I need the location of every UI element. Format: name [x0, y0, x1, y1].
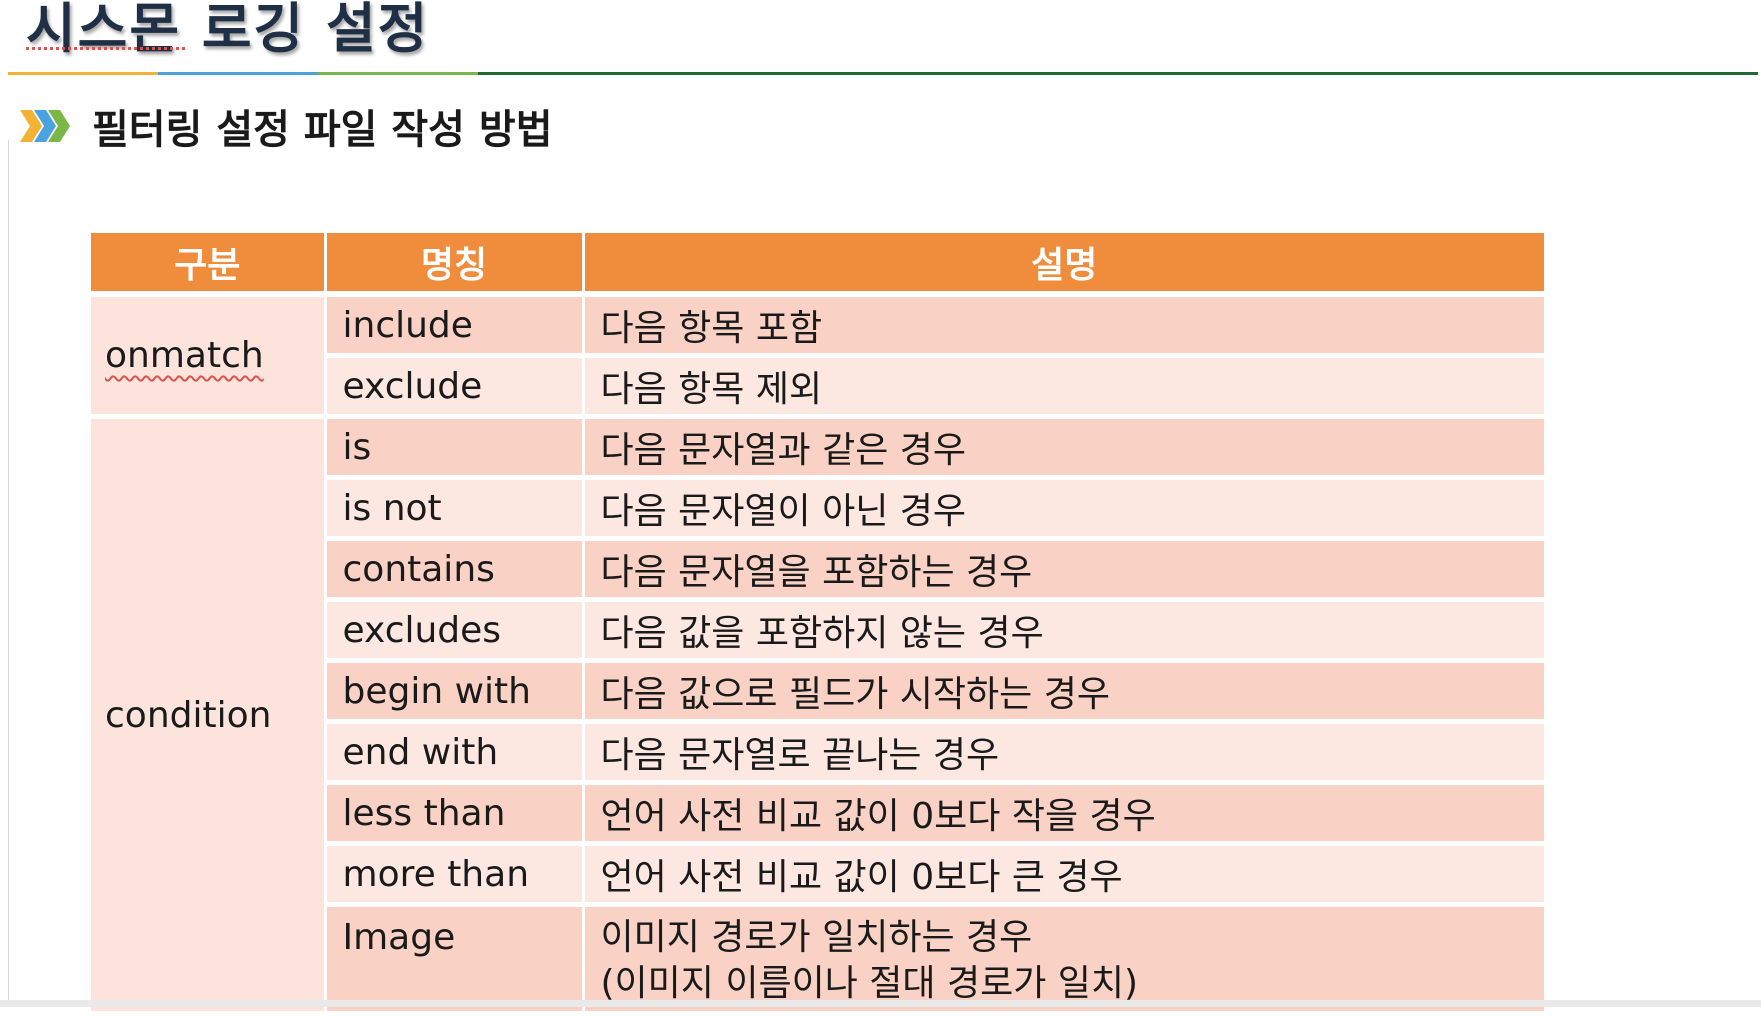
table-row: less than 언어 사전 비교 값이 0보다 작을 경우: [91, 782, 1544, 846]
slide-left-edge: [8, 140, 9, 1000]
table-row: exclude 다음 항목 제외: [91, 355, 1544, 419]
name-cell: contains: [325, 538, 585, 602]
header-name: 명칭: [325, 233, 585, 297]
description-cell: 다음 문자열과 같은 경우: [583, 416, 1544, 480]
name-cell: end with: [325, 721, 585, 785]
table-row: onmatch include 다음 항목 포함: [91, 294, 1544, 419]
name-cell: less than: [325, 782, 585, 846]
description-cell: 다음 문자열이 아닌 경우: [583, 477, 1544, 541]
name-cell: include: [325, 294, 585, 358]
description-cell: 언어 사전 비교 값이 0보다 작을 경우: [583, 782, 1544, 846]
description-cell: 다음 값으로 필드가 시작하는 경우: [583, 660, 1544, 724]
description-line-2: (이미지 이름이나 절대 경로가 일치): [600, 963, 1139, 1004]
divider-segment-blue: [158, 72, 318, 75]
divider-segment-lightgreen: [318, 72, 478, 75]
category-cell-condition: condition: [91, 416, 327, 1016]
table-row: begin with 다음 값으로 필드가 시작하는 경우: [91, 660, 1544, 724]
description-cell: 다음 값을 포함하지 않는 경우: [583, 599, 1544, 663]
table-row: end with 다음 문자열로 끝나는 경우: [91, 721, 1544, 785]
table-row: excludes 다음 값을 포함하지 않는 경우: [91, 599, 1544, 663]
spellcheck-underline: [26, 47, 186, 50]
chevron-bullet-icon: [20, 110, 70, 142]
name-cell: Image: [325, 904, 585, 1016]
description-cell: 언어 사전 비교 값이 0보다 큰 경우: [583, 843, 1544, 907]
table-header-row: 구분 명칭 설명: [91, 233, 1544, 297]
category-label: condition: [105, 694, 272, 736]
divider-segment-orange: [8, 72, 158, 75]
name-cell: begin with: [325, 660, 585, 724]
description-cell: 다음 문자열로 끝나는 경우: [583, 721, 1544, 785]
name-cell: is: [325, 416, 585, 480]
description-line-1: 이미지 경로가 일치하는 경우: [600, 917, 1033, 958]
table-row: more than 언어 사전 비교 값이 0보다 큰 경우: [91, 843, 1544, 907]
header-category: 구분: [91, 233, 327, 297]
category-label: onmatch: [105, 335, 264, 376]
filter-options-table: 구분 명칭 설명 onmatch include 다음 항목 포함 exclud…: [91, 233, 1544, 1016]
name-cell: more than: [325, 843, 585, 907]
section-heading: 필터링 설정 파일 작성 방법: [20, 98, 553, 154]
name-cell: excludes: [325, 599, 585, 663]
name-cell: is not: [325, 477, 585, 541]
slide-title: 시스몬 로깅 설정: [26, 0, 430, 60]
description-cell: 다음 항목 제외: [583, 355, 1544, 419]
table-row: contains 다음 문자열을 포함하는 경우: [91, 538, 1544, 602]
section-heading-text: 필터링 설정 파일 작성 방법: [92, 107, 553, 153]
divider-segment-darkgreen: [478, 72, 1758, 75]
table-row: Image 이미지 경로가 일치하는 경우 (이미지 이름이나 절대 경로가 일…: [91, 904, 1544, 1016]
name-cell: exclude: [325, 355, 585, 419]
category-cell-onmatch: onmatch: [91, 294, 327, 419]
bottom-scrollbar-strip: [0, 1000, 1761, 1007]
description-cell: 다음 문자열을 포함하는 경우: [583, 538, 1544, 602]
title-divider: [8, 72, 1758, 75]
header-description: 설명: [583, 233, 1544, 297]
table-row: condition is 다음 문자열과 같은 경우: [91, 416, 1544, 1016]
table-row: is not 다음 문자열이 아닌 경우: [91, 477, 1544, 541]
description-cell: 이미지 경로가 일치하는 경우 (이미지 이름이나 절대 경로가 일치): [583, 904, 1544, 1016]
description-cell: 다음 항목 포함: [583, 294, 1544, 358]
